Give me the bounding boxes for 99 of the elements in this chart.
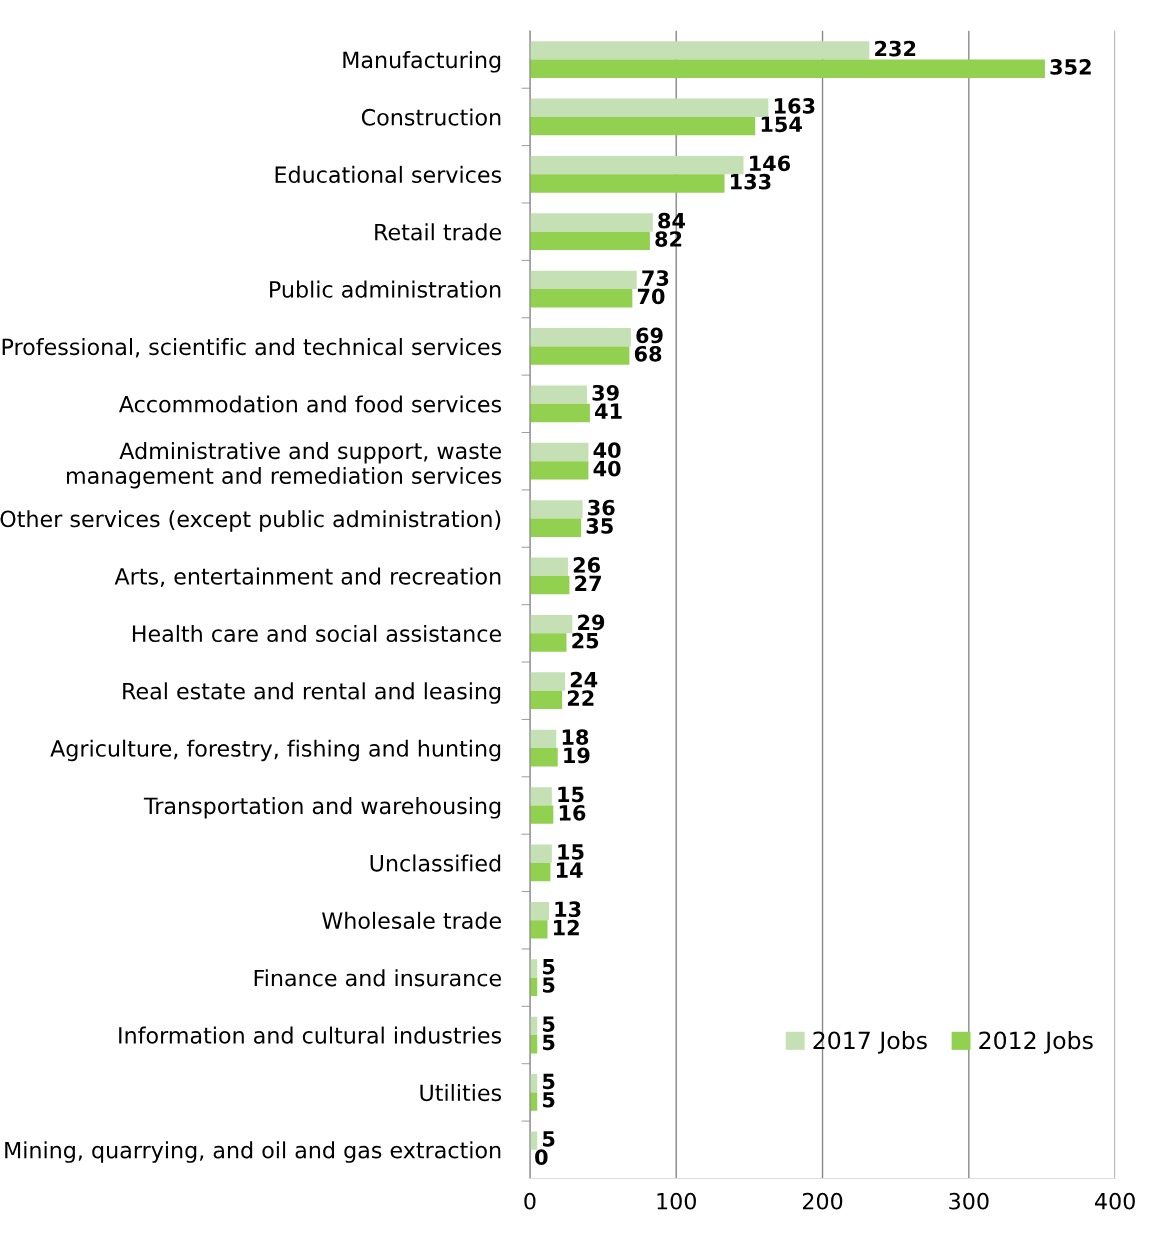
data-label: 22 bbox=[567, 690, 594, 706]
bar bbox=[529, 862, 551, 882]
data-label: 146 bbox=[750, 155, 791, 172]
data-label: 16 bbox=[559, 804, 586, 821]
bar bbox=[529, 518, 582, 537]
bar bbox=[529, 116, 756, 136]
data-label: 5 bbox=[543, 977, 555, 993]
bar bbox=[529, 805, 554, 824]
y-tick-label: Transportation and warehousing bbox=[143, 797, 501, 819]
data-label: 69 bbox=[636, 327, 663, 344]
data-label: 154 bbox=[761, 116, 802, 133]
bar bbox=[529, 787, 552, 806]
bar bbox=[529, 901, 549, 921]
bar bbox=[529, 270, 637, 290]
bar bbox=[529, 557, 568, 576]
bar bbox=[529, 729, 557, 749]
x-tick-label: 100 bbox=[657, 1192, 696, 1210]
bar bbox=[529, 328, 631, 347]
bar bbox=[529, 403, 590, 423]
data-label: 5 bbox=[543, 959, 555, 975]
y-tick-label: Agriculture, forestry, fishing and hunting bbox=[50, 739, 501, 762]
y-tick-label: Public administration bbox=[270, 280, 501, 298]
data-label: 5 bbox=[543, 1073, 555, 1090]
x-tick-label: 200 bbox=[802, 1192, 843, 1210]
data-label: 19 bbox=[564, 747, 590, 764]
data-label: 15 bbox=[558, 786, 584, 803]
bar bbox=[529, 920, 548, 939]
data-label: 24 bbox=[570, 671, 598, 688]
data-label: 13 bbox=[555, 901, 581, 918]
bar bbox=[529, 614, 573, 634]
y-tick-label: Administrative and support, waste management and remediation services bbox=[67, 442, 502, 489]
bar bbox=[529, 461, 589, 480]
bar bbox=[529, 442, 589, 462]
bar bbox=[529, 59, 1045, 78]
data-label: 163 bbox=[774, 98, 815, 114]
bar bbox=[529, 346, 630, 365]
y-tick-label: Accommodation and food services bbox=[118, 395, 502, 413]
bar bbox=[529, 844, 552, 863]
bar bbox=[529, 672, 566, 691]
data-label: 5 bbox=[543, 1092, 555, 1108]
data-label: 29 bbox=[578, 614, 605, 631]
y-tick-label: Finance and insurance bbox=[254, 969, 501, 987]
data-label: 84 bbox=[658, 212, 686, 229]
data-label: 25 bbox=[572, 632, 599, 649]
y-tick-label: Utilities bbox=[420, 1083, 502, 1102]
data-label: 15 bbox=[558, 844, 584, 860]
x-tick-label: 300 bbox=[949, 1192, 989, 1210]
y-tick-label: Manufacturing bbox=[343, 51, 501, 73]
y-tick-label: Other services (except public administration) bbox=[0, 510, 501, 532]
bar bbox=[529, 289, 633, 308]
y-tick-label: Health care and social assistance bbox=[132, 624, 501, 643]
x-tick-label: 400 bbox=[1095, 1192, 1135, 1210]
y-tick-label: Unclassified bbox=[370, 854, 501, 872]
bar bbox=[529, 213, 653, 232]
data-label: 0 bbox=[535, 1149, 548, 1166]
data-label: 232 bbox=[875, 40, 916, 57]
bar bbox=[529, 633, 567, 652]
bar bbox=[529, 500, 583, 519]
bar bbox=[529, 41, 870, 60]
data-label: 40 bbox=[593, 460, 621, 477]
data-label: 40 bbox=[593, 442, 621, 459]
data-label: 133 bbox=[731, 173, 771, 190]
x-tick-label: 0 bbox=[524, 1192, 536, 1210]
data-label: 26 bbox=[573, 557, 600, 573]
bar bbox=[529, 98, 769, 117]
data-label: 73 bbox=[642, 270, 669, 286]
y-tick-label: Mining, quarrying, and oil and gas extraction bbox=[5, 1141, 501, 1163]
bar bbox=[529, 690, 563, 710]
bar bbox=[529, 748, 558, 767]
data-label: 352 bbox=[1050, 59, 1091, 75]
bar bbox=[529, 155, 744, 175]
y-tick-label: Construction bbox=[361, 108, 501, 126]
data-label: 36 bbox=[588, 499, 615, 516]
data-label: 5 bbox=[543, 1034, 555, 1051]
data-label: 27 bbox=[575, 575, 601, 591]
y-tick-label: Wholesale trade bbox=[322, 911, 501, 930]
data-label: 35 bbox=[586, 518, 613, 534]
y-tick-label: Retail trade bbox=[375, 223, 501, 241]
data-label: 12 bbox=[553, 919, 579, 936]
data-label: 5 bbox=[543, 1016, 555, 1032]
data-label: 39 bbox=[592, 384, 619, 401]
bar bbox=[529, 174, 725, 193]
legend-label: 2012 Jobs bbox=[979, 1031, 1093, 1054]
bar bbox=[529, 385, 587, 404]
data-label: 18 bbox=[562, 729, 589, 745]
y-tick-label: Professional, scientific and technical services bbox=[2, 338, 502, 358]
data-label: 41 bbox=[595, 403, 622, 419]
bar bbox=[529, 231, 650, 251]
data-label: 82 bbox=[655, 231, 682, 247]
y-tick-label: Arts, entertainment and recreation bbox=[114, 567, 501, 587]
y-tick-label: Real estate and rental and leasing bbox=[123, 682, 501, 704]
legend-label: 2017 Jobs bbox=[813, 1031, 927, 1054]
data-label: 14 bbox=[556, 862, 583, 878]
data-label: 5 bbox=[543, 1131, 555, 1147]
y-tick-label: Educational services bbox=[275, 165, 502, 184]
data-label: 70 bbox=[637, 288, 665, 305]
data-label: 68 bbox=[634, 345, 662, 362]
y-tick-label: Information and cultural industries bbox=[119, 1026, 502, 1044]
bar bbox=[529, 575, 570, 595]
